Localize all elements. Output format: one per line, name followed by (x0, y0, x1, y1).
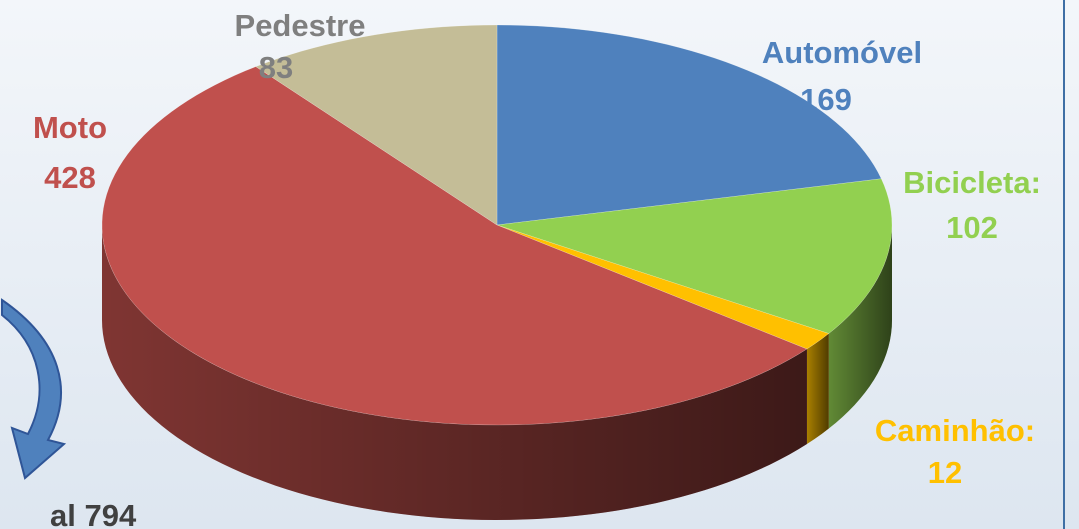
slice-side-shade (828, 225, 892, 429)
slice (101, 66, 808, 426)
slice (496, 178, 893, 334)
slice-label: Automóvel (762, 35, 922, 70)
slice-value: 428 (44, 160, 96, 195)
arrow (1, 298, 67, 480)
slice-label: Bicicleta: (903, 165, 1041, 200)
slice-side-shade (102, 225, 807, 520)
slice (496, 24, 882, 226)
total-annotation: al 794 (50, 498, 137, 529)
slice-value: 83 (259, 50, 293, 85)
slice-side-shade (806, 333, 829, 444)
slice-label: Moto (33, 110, 107, 145)
slice-value: 102 (946, 210, 998, 245)
slice-label: Caminhão: (875, 413, 1035, 448)
slice-label: Pedestre (235, 8, 366, 43)
slice (255, 24, 498, 226)
pie (101, 24, 893, 520)
slice-value: 12 (928, 455, 962, 490)
slice-value: 169 (800, 82, 852, 117)
